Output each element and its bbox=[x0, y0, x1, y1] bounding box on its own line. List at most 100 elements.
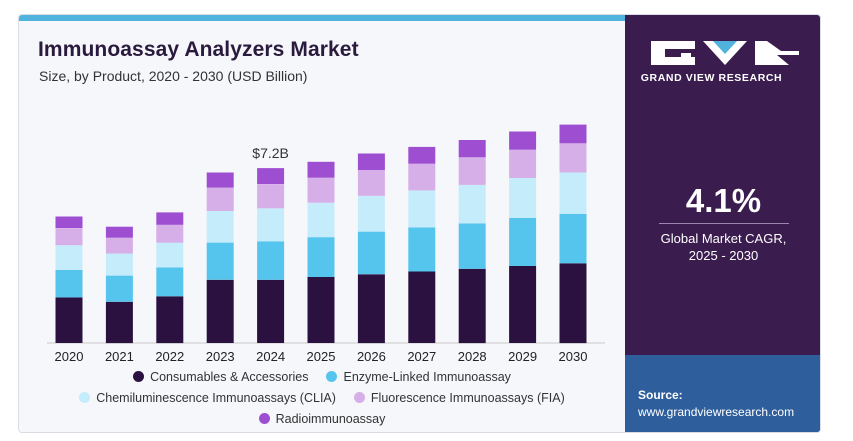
x-tick-label-2029: 2029 bbox=[508, 349, 537, 364]
x-tick-label-2028: 2028 bbox=[458, 349, 487, 364]
bar-segment-2022-s2 bbox=[156, 242, 184, 268]
bar-segment-2020-s4 bbox=[55, 216, 83, 228]
divider bbox=[659, 223, 789, 224]
bar-segment-2021-s4 bbox=[105, 226, 133, 238]
legend-item: Consumables & Accessories bbox=[133, 370, 308, 384]
bar-segment-2029-s4 bbox=[509, 131, 537, 150]
bar-segment-2028-s1 bbox=[458, 223, 486, 269]
x-tick-label-2023: 2023 bbox=[206, 349, 235, 364]
legend-swatch bbox=[258, 413, 270, 424]
bar-segment-2025-s3 bbox=[307, 177, 335, 203]
bar-segment-2024-s1 bbox=[257, 241, 285, 280]
bar-segment-2020-s0 bbox=[55, 297, 83, 343]
bar-segment-2030-s0 bbox=[559, 263, 587, 344]
info-panel: GRAND VIEW RESEARCH 4.1% Global Market C… bbox=[625, 15, 820, 432]
source-link[interactable]: www.grandviewresearch.com bbox=[638, 405, 795, 419]
legend-label: Consumables & Accessories bbox=[150, 369, 309, 384]
bar-segment-2025-s4 bbox=[307, 161, 335, 178]
bar-segment-2028-s3 bbox=[458, 157, 486, 185]
chart-subtitle: Size, by Product, 2020 - 2030 (USD Billi… bbox=[39, 68, 308, 84]
bar-segment-2022-s0 bbox=[156, 296, 184, 344]
bar-segment-2022-s3 bbox=[156, 224, 184, 243]
x-tick-label-2025: 2025 bbox=[307, 349, 336, 364]
x-tick-label-2030: 2030 bbox=[559, 349, 588, 364]
stacked-bar-chart: 2020 2021 2022 2023 2024 $7.2B 2025 2026 2027 202… bbox=[47, 124, 605, 364]
legend-item: Chemiluminescence Immunoassays (CLIA) bbox=[79, 391, 336, 405]
bar-segment-2026-s0 bbox=[357, 274, 385, 344]
bar-segment-2027-s2 bbox=[408, 190, 436, 228]
chart-legend: Consumables & Accessories Enzyme-Linked I… bbox=[19, 366, 625, 429]
legend-label: Radioimmunoassay bbox=[275, 411, 386, 426]
x-tick-label-2024: 2024 bbox=[256, 349, 285, 364]
bar-segment-2021-s1 bbox=[105, 275, 133, 302]
x-tick-label-2021: 2021 bbox=[105, 349, 134, 364]
legend-swatch bbox=[133, 371, 145, 382]
bar-segment-2028-s4 bbox=[458, 140, 486, 158]
chart-card: Immunoassay Analyzers Market Size, by Pr… bbox=[18, 14, 821, 433]
legend-swatch bbox=[353, 392, 365, 403]
bar-segment-2027-s3 bbox=[408, 163, 436, 191]
bar-segment-2022-s4 bbox=[156, 212, 184, 225]
bar-segment-2026-s3 bbox=[357, 170, 385, 196]
x-tick-label-2022: 2022 bbox=[155, 349, 184, 364]
bar-segment-2030-s2 bbox=[559, 172, 587, 214]
bar-segment-2021-s0 bbox=[105, 301, 133, 344]
bar-segment-2020-s2 bbox=[55, 245, 83, 270]
grand-view-research-logo bbox=[651, 41, 799, 65]
bar-segment-2027-s0 bbox=[408, 271, 436, 343]
legend-swatch bbox=[326, 371, 338, 382]
legend-label: Fluorescence Immunoassays (FIA) bbox=[370, 390, 565, 405]
bar-segment-2022-s1 bbox=[156, 267, 184, 297]
bar-segment-2029-s2 bbox=[509, 178, 537, 218]
brand-name: GRAND VIEW RESEARCH bbox=[640, 72, 783, 84]
cagr-label-line2: 2025 - 2030 bbox=[688, 248, 759, 263]
x-tick-label-2020: 2020 bbox=[55, 349, 84, 364]
bar-segment-2026-s1 bbox=[357, 231, 385, 275]
bar-segment-2027-s1 bbox=[408, 227, 436, 272]
bar-segment-2026-s4 bbox=[357, 153, 385, 170]
legend-row: Consumables & Accessories Enzyme-Linked I… bbox=[19, 366, 625, 387]
bar-segment-2028-s2 bbox=[458, 184, 486, 224]
source-box: Source: www.grandviewresearch.com bbox=[625, 355, 820, 432]
bar-segment-2027-s4 bbox=[408, 146, 436, 164]
bar-segment-2028-s0 bbox=[458, 268, 486, 344]
bar-segment-2024-s2 bbox=[257, 208, 285, 242]
cagr-label: Global Market CAGR, 2025 - 2030 bbox=[625, 230, 820, 264]
bar-segment-2023-s0 bbox=[206, 279, 234, 343]
bar-segment-2025-s2 bbox=[307, 202, 335, 238]
bar-segment-2025-s0 bbox=[307, 277, 335, 343]
cagr-value: 4.1% bbox=[685, 182, 762, 219]
x-tick-label-2026: 2026 bbox=[357, 349, 386, 364]
legend-item: Fluorescence Immunoassays (FIA) bbox=[353, 390, 565, 405]
data-label-2024: $7.2B bbox=[252, 145, 289, 161]
bar-segment-2023-s1 bbox=[206, 242, 234, 280]
legend-swatch bbox=[79, 392, 91, 403]
bar-segment-2020-s3 bbox=[55, 228, 83, 246]
bar-segment-2025-s1 bbox=[307, 237, 335, 277]
chart-panel: Immunoassay Analyzers Market Size, by Pr… bbox=[19, 15, 625, 432]
bar-segment-2023-s2 bbox=[206, 211, 234, 243]
bar-segment-2029-s1 bbox=[509, 217, 537, 266]
bar-segment-2029-s3 bbox=[509, 149, 537, 178]
bar-segment-2030-s4 bbox=[559, 124, 587, 144]
bar-segment-2023-s3 bbox=[206, 187, 234, 211]
bar-segment-2029-s0 bbox=[509, 266, 537, 343]
x-tick-label-2027: 2027 bbox=[407, 349, 436, 364]
bar-segment-2030-s1 bbox=[559, 213, 587, 264]
legend-label: Enzyme-Linked Immunoassay bbox=[343, 369, 511, 384]
bar-segment-2020-s1 bbox=[55, 269, 83, 298]
legend-item: Radioimmunoassay bbox=[258, 411, 386, 426]
bar-segment-2024-s3 bbox=[257, 184, 285, 209]
cagr-label-line1: Global Market CAGR, bbox=[660, 231, 787, 246]
legend-row: Radioimmunoassay bbox=[19, 408, 625, 429]
chart-title: Immunoassay Analyzers Market bbox=[38, 38, 359, 61]
bar-segment-2023-s4 bbox=[206, 172, 234, 188]
bar-segment-2024-s4 bbox=[257, 168, 285, 184]
bar-segment-2030-s3 bbox=[559, 143, 587, 173]
bar-segment-2021-s2 bbox=[105, 253, 133, 276]
bar-segment-2026-s2 bbox=[357, 195, 385, 232]
bar-segment-2024-s0 bbox=[257, 279, 285, 343]
bar-segment-2021-s3 bbox=[105, 237, 133, 254]
legend-row: Chemiluminescence Immunoassays (CLIA) Flu… bbox=[19, 387, 625, 408]
source-title: Source: bbox=[638, 388, 683, 402]
